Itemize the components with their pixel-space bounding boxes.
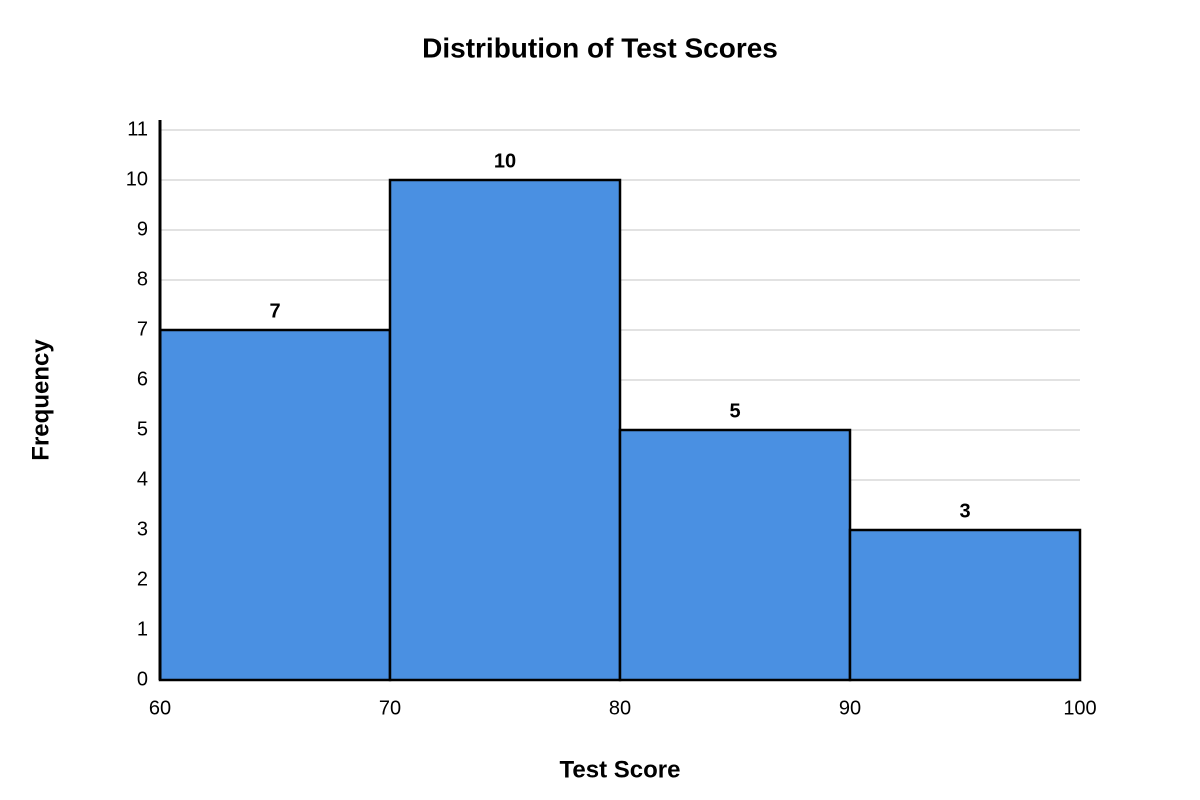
y-tick-label: 6 (137, 368, 148, 390)
bar (158, 328, 392, 682)
y-tick-label: 9 (137, 218, 148, 240)
bar (618, 428, 852, 682)
y-tick-label: 11 (127, 118, 148, 140)
data-label: 10 (494, 150, 516, 172)
x-tick-label: 70 (379, 697, 401, 719)
x-tick-label: 100 (1063, 697, 1096, 719)
x-tick-label: 80 (609, 697, 631, 719)
chart-title: Distribution of Test Scores (422, 32, 778, 63)
y-tick-label: 5 (137, 418, 148, 440)
data-label: 7 (269, 300, 280, 322)
y-axis-title: Frequency (27, 339, 54, 461)
x-tick-label: 60 (149, 697, 171, 719)
x-axis-title: Test Score (560, 756, 681, 783)
y-tick-label: 7 (137, 318, 148, 340)
y-tick-label: 4 (137, 468, 148, 490)
data-label: 5 (729, 400, 740, 422)
y-tick-label: 3 (137, 518, 148, 540)
x-tick-label: 90 (839, 697, 861, 719)
bar (388, 178, 622, 682)
bar (848, 528, 1082, 682)
y-tick-label: 2 (137, 568, 148, 590)
y-tick-label: 0 (137, 668, 148, 690)
y-tick-label: 10 (126, 168, 148, 190)
y-tick-label: 1 (137, 618, 148, 640)
y-tick-label: 8 (137, 268, 148, 290)
data-label: 3 (959, 500, 970, 522)
